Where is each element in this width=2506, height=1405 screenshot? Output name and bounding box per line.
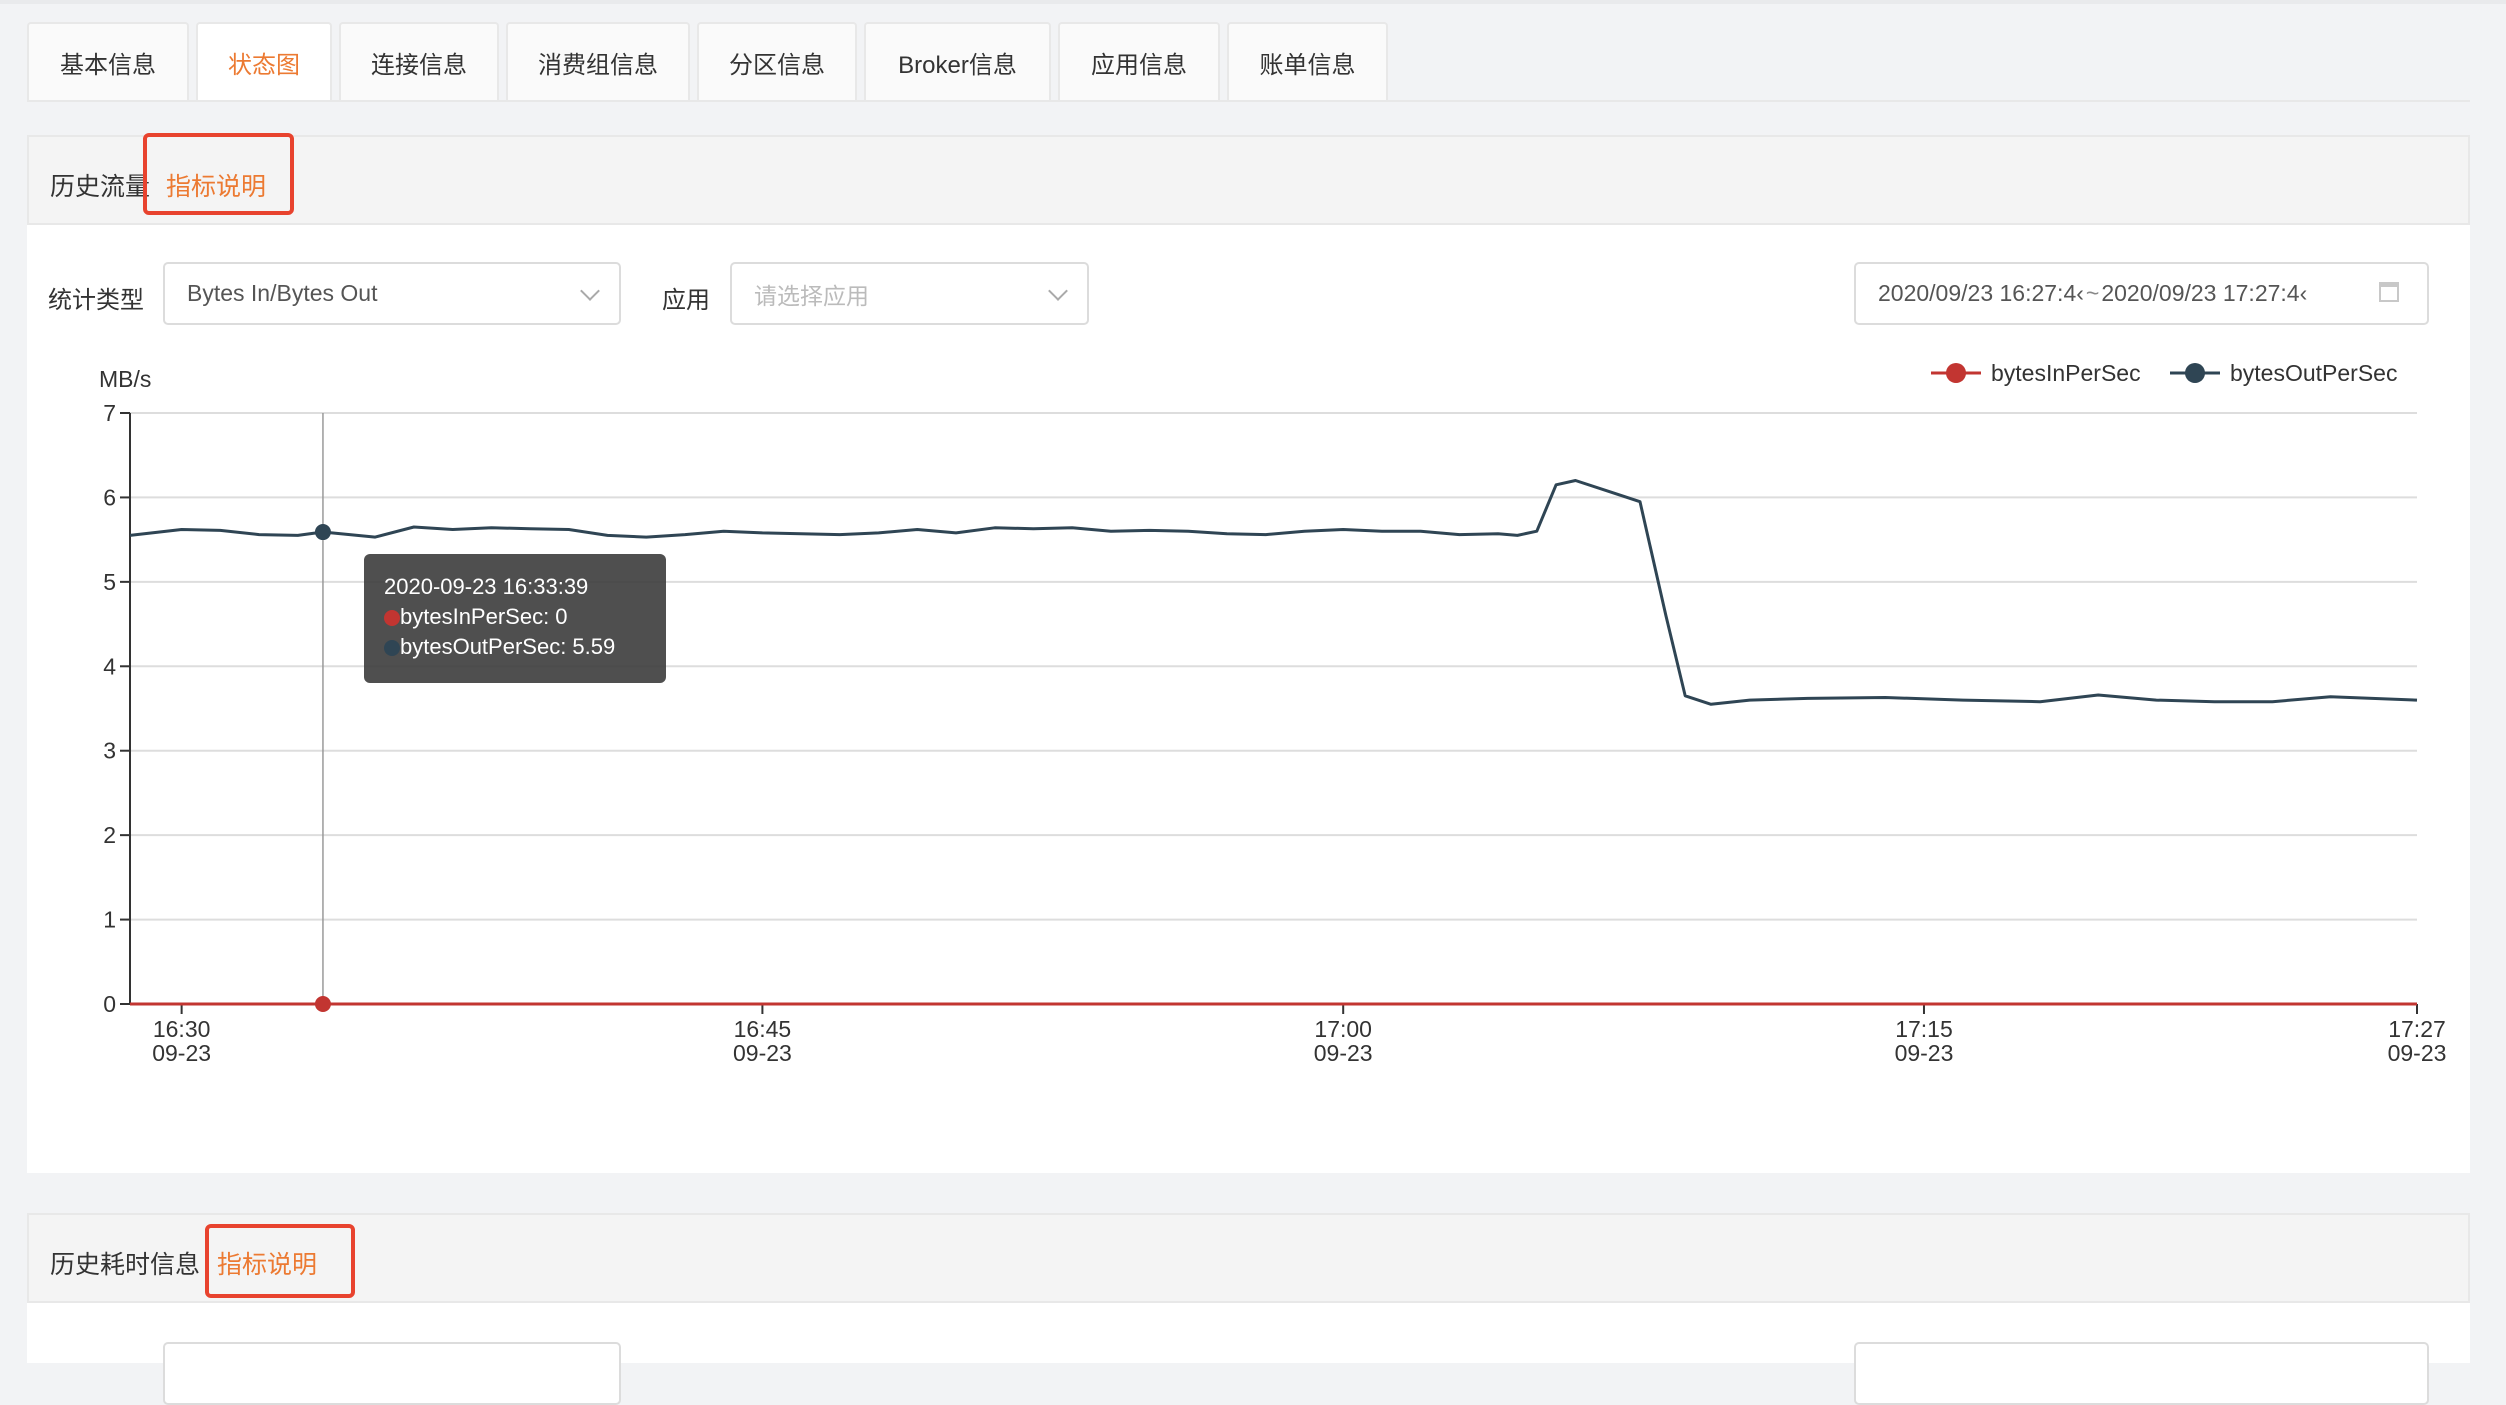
x-tick-label: 17:00 [1314, 1016, 1372, 1042]
tab-1[interactable]: 状态图 [196, 22, 332, 100]
x-tick-label: 16:45 [734, 1016, 792, 1042]
x-tick-date: 09-23 [733, 1040, 792, 1066]
x-tick-date: 09-23 [2388, 1040, 2447, 1066]
stat-type-value: Bytes In/Bytes Out [187, 280, 378, 306]
tab-divider [27, 100, 2470, 102]
app-select[interactable]: 请选择应用 [730, 262, 1089, 325]
tooltip-bytes-out: bytesOutPerSec: 5.59 [400, 634, 616, 659]
x-tick-date: 09-23 [152, 1040, 211, 1066]
y-tick-label: 7 [103, 400, 116, 426]
tab-0[interactable]: 基本信息 [27, 22, 189, 100]
tab-7[interactable]: 账单信息 [1227, 22, 1388, 100]
tab-3[interactable]: 消费组信息 [506, 22, 690, 100]
x-tick-date: 09-23 [1895, 1040, 1954, 1066]
highlight-point-bytesOutPerSec [314, 524, 331, 541]
legend-marker-icon [1946, 363, 1966, 383]
legend-marker-icon [2185, 363, 2205, 383]
y-tick-label: 5 [103, 569, 116, 595]
app-label: 应用 [662, 287, 710, 314]
tab-5[interactable]: Broker信息 [864, 22, 1051, 100]
bytes-in-dot-icon [384, 610, 400, 626]
chevron-down-icon [1048, 281, 1068, 301]
app-placeholder: 请选择应用 [754, 282, 869, 309]
latency-title: 历史耗时信息 [50, 1251, 201, 1279]
tooltip-bytes-in: bytesInPerSec: 0 [400, 604, 568, 629]
y-tick-label: 2 [103, 822, 116, 848]
x-tick-label: 17:27 [2388, 1016, 2446, 1042]
traffic-chart: 01234567MB/s16:3009-2316:4509-2317:0009-… [99, 360, 2447, 1066]
tab-2[interactable]: 连接信息 [339, 22, 499, 100]
y-tick-label: 4 [103, 653, 116, 679]
tooltip-time: 2020-09-23 16:33:39 [384, 574, 589, 599]
legend-label: bytesOutPerSec [2230, 360, 2397, 386]
stat-type-select[interactable]: Bytes In/Bytes Out [163, 262, 621, 325]
date-start: 2020/09/23 16:27:4‹ [1878, 280, 2084, 306]
tab-4[interactable]: 分区信息 [697, 22, 857, 100]
legend-label: bytesInPerSec [1991, 360, 2141, 386]
traffic-panel-header: 历史流量 指标说明 [27, 135, 2470, 225]
range-separator: ~ [2085, 280, 2100, 306]
y-tick-label: 1 [103, 907, 116, 933]
tab-bar: 基本信息 状态图 连接信息 消费组信息 分区信息 Broker信息 应用信息 账单信息 [27, 22, 1395, 100]
latency-panel-header: 历史耗时信息 指标说明 [27, 1213, 2470, 1303]
traffic-panel: 历史流量 指标说明 统计类型 Bytes In/Bytes Out 应用 请选择… [27, 133, 2470, 1173]
x-tick-date: 09-23 [1314, 1040, 1373, 1066]
latency-date-picker[interactable] [1854, 1342, 2429, 1405]
highlight-box [143, 133, 294, 215]
highlight-box [205, 1224, 355, 1298]
date-range-picker[interactable]: 2020/09/23 16:27:4‹ ~2020/09/23 17:27:4‹ [1854, 262, 2429, 325]
series-line-bytesOutPerSec [129, 479, 2418, 706]
chart-tooltip: 2020-09-23 16:33:39 bytesInPerSec: 0 byt… [364, 554, 666, 683]
latency-panel: 历史耗时信息 指标说明 [27, 1213, 2470, 1405]
stat-type-label: 统计类型 [48, 287, 144, 314]
date-end: 2020/09/23 17:27:4‹ [2101, 280, 2308, 306]
traffic-title: 历史流量 [50, 173, 151, 201]
calendar-icon [2379, 282, 2399, 302]
y-tick-label: 3 [103, 738, 116, 764]
y-tick-label: 6 [103, 484, 116, 510]
y-axis-label: MB/s [99, 366, 151, 392]
x-tick-label: 17:15 [1895, 1016, 1953, 1042]
latency-help-link[interactable]: 指标说明 [217, 1251, 318, 1279]
bytes-out-dot-icon [384, 640, 400, 656]
tab-6[interactable]: 应用信息 [1058, 22, 1220, 100]
y-tick-label: 0 [103, 991, 116, 1017]
x-tick-label: 16:30 [153, 1016, 211, 1042]
latency-type-select[interactable] [163, 1342, 621, 1405]
chevron-down-icon [580, 281, 600, 301]
top-strip [0, 0, 2506, 4]
traffic-help-link[interactable]: 指标说明 [166, 173, 267, 201]
